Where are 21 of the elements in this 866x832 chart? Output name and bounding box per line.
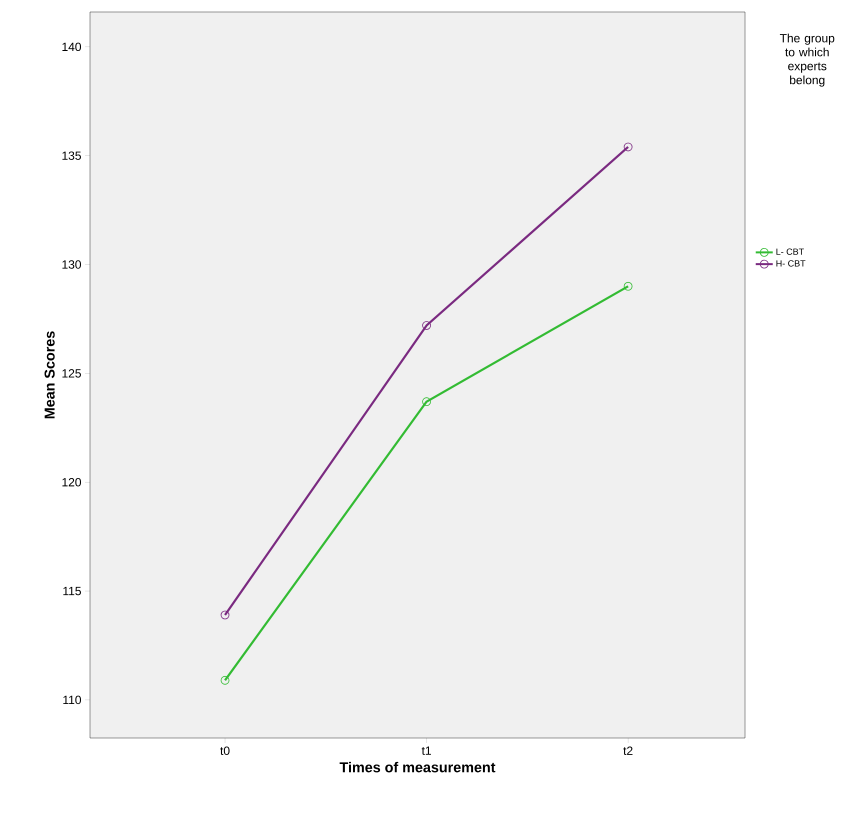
point (422, 397, 431, 406)
point (422, 321, 431, 330)
legend-title: The group to which experts belong (780, 34, 834, 87)
legend-label: L- CBT (776, 248, 804, 255)
y-tick-label: 120 (62, 478, 82, 486)
point (220, 610, 230, 620)
point (624, 142, 632, 152)
x-tick-label: t2 (623, 746, 632, 755)
y-axis-title: Mean Scores (44, 331, 55, 418)
point (220, 676, 230, 685)
y-tick-label: 110 (63, 696, 82, 704)
x-tick-label: t1 (422, 746, 431, 755)
y-tick-label: 125 (62, 369, 81, 378)
y-tick-label: 135 (62, 151, 81, 160)
y-tick-label: 140 (62, 42, 82, 52)
y-tick-label: 115 (63, 586, 81, 596)
legend-label: H- CBT (776, 260, 806, 267)
y-tick-label: 130 (62, 260, 82, 269)
point (624, 282, 632, 291)
x-tick-label: t0 (220, 746, 230, 755)
x-axis-title: Times of measurement (340, 762, 496, 772)
